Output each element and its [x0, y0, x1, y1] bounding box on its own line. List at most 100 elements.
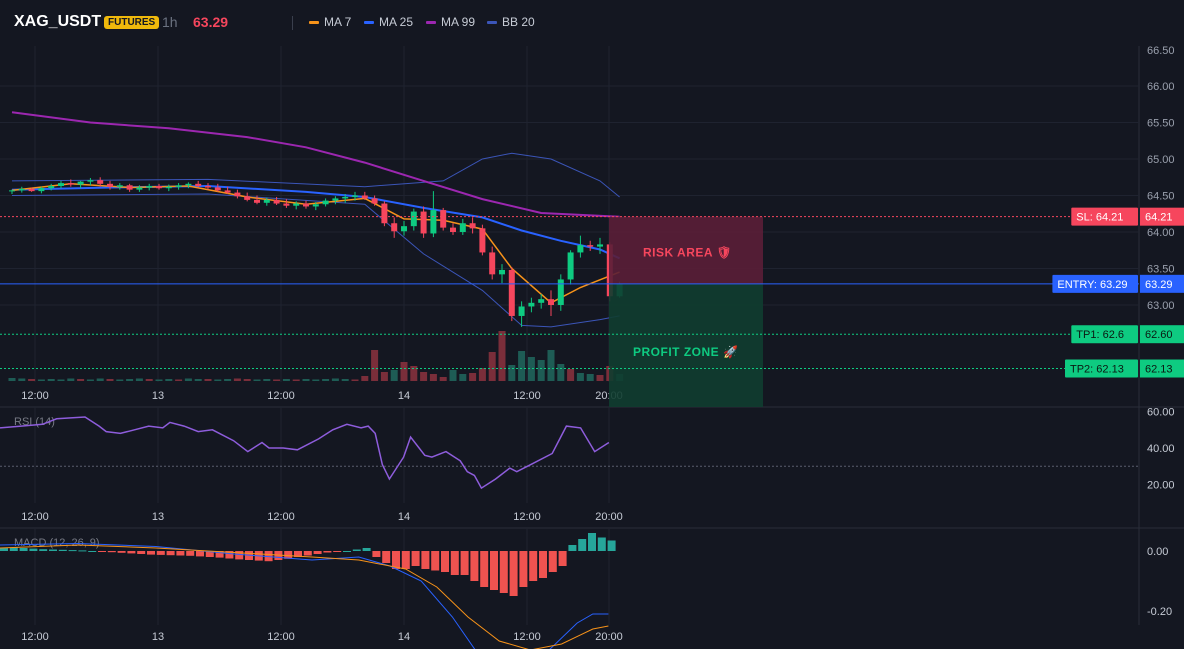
volume-bar [126, 379, 134, 381]
candle-up [401, 226, 407, 232]
volume-bar [233, 378, 241, 381]
time-axis-tick: 12:00 [267, 511, 295, 523]
time-axis-tick: 14 [398, 511, 410, 523]
macd-histogram-bar [392, 551, 400, 569]
legend-swatch-ma25 [364, 21, 374, 25]
volume-bar [429, 374, 437, 381]
level-tag-label: TP1: 62.6 [1076, 329, 1124, 341]
last-price: 63.29 [193, 14, 229, 30]
volume-bar [106, 379, 114, 381]
macd-histogram-bar [137, 551, 146, 554]
candle-down [273, 199, 280, 204]
macd-histogram-bar [499, 551, 508, 593]
rsi-panel [0, 407, 1139, 503]
macd-histogram-bar [548, 551, 557, 572]
volume-bar [596, 375, 604, 381]
legend-ma99[interactable]: MA 99 [426, 15, 475, 29]
axis-price-tag-label: 63.29 [1145, 279, 1173, 291]
candle-up [185, 183, 192, 186]
volume-bar [380, 372, 388, 381]
macd-histogram-bar [343, 551, 351, 552]
macd-histogram-bar [264, 551, 273, 562]
volume-bar [469, 373, 477, 381]
candle-down [205, 186, 211, 188]
price-axis-tick: 64.50 [1147, 191, 1175, 203]
candle-up [597, 244, 603, 247]
macd-histogram-bar [284, 551, 293, 559]
time-axis-tick: 12:00 [513, 631, 541, 643]
time-axis-tick: 14 [398, 631, 410, 643]
macd-histogram-bar [205, 551, 214, 557]
legend-ma25[interactable]: MA 25 [364, 15, 413, 29]
volume-bar [527, 357, 535, 381]
candle-down [489, 252, 496, 275]
axis-price-tag [1140, 274, 1184, 293]
time-axis-tick: 14 [398, 390, 410, 402]
price-axis-tick: 64.00 [1147, 227, 1175, 239]
volume-bar [449, 370, 457, 381]
volume-bar [567, 369, 575, 381]
rsi-axis-tick: 20.00 [1147, 480, 1175, 492]
macd-histogram-bar [9, 547, 18, 551]
volume-bar [292, 379, 300, 381]
macd-histogram-bar [313, 551, 322, 554]
macd-histogram-bar [597, 537, 606, 551]
volume-bar [547, 350, 555, 381]
candle-up [518, 306, 525, 316]
macd-histogram-bar [352, 549, 361, 551]
volume-bar [57, 379, 65, 381]
macd-histogram-bar [303, 551, 312, 556]
macd-histogram-bar [568, 545, 577, 551]
macd-histogram-bar [68, 550, 77, 552]
volume-bar [508, 365, 516, 381]
macd-histogram-bar [490, 551, 498, 590]
volume-bar [439, 377, 447, 381]
macd-histogram-bar [450, 551, 459, 575]
legend-ma7[interactable]: MA 7 [309, 15, 351, 29]
volume-bar [77, 379, 85, 381]
volume-bar [86, 379, 94, 381]
rsi-axis-tick: 60.00 [1147, 407, 1175, 419]
volume-bar [351, 379, 359, 381]
header-divider [292, 16, 293, 30]
volume-bar [155, 379, 163, 381]
candle-down [361, 195, 368, 199]
level-tag-label: ENTRY: 63.29 [1057, 279, 1127, 291]
volume-bar [488, 352, 496, 381]
macd-histogram-bar [29, 548, 38, 551]
candle-up [577, 245, 584, 253]
volume-bar [400, 362, 408, 381]
candle-up [116, 185, 123, 187]
candle-down [107, 183, 113, 187]
signal-line [0, 544, 609, 649]
candle-up [352, 195, 358, 197]
volume-bar [67, 378, 75, 381]
volume-bar [341, 379, 349, 381]
volume-bar [282, 379, 290, 381]
legend-bb20[interactable]: BB 20 [487, 15, 535, 29]
volume-bar [224, 379, 232, 381]
candle-down [391, 223, 398, 232]
time-axis-tick: 12:00 [513, 390, 541, 402]
rsi-line [0, 416, 610, 490]
volume-bar [518, 351, 526, 381]
macd-histogram-bar [147, 551, 155, 555]
candle-down [283, 203, 290, 206]
futures-badge: FUTURES [104, 16, 160, 29]
macd-histogram-bar [421, 551, 430, 569]
symbol-name[interactable]: XAG_USDT [14, 13, 102, 30]
time-axis-tick: 13 [152, 390, 164, 402]
macd-histogram-bar [588, 533, 596, 551]
volume-bar [194, 379, 202, 381]
candle-down [234, 192, 241, 197]
macd-histogram-bar [98, 551, 106, 552]
interval-label[interactable]: 1h [162, 14, 178, 30]
candle-up [165, 186, 172, 189]
candle-down [214, 187, 221, 191]
price-panel [0, 46, 1139, 407]
candle-down [469, 223, 476, 229]
risk-zone-label: RISK AREA 🛡 [643, 246, 732, 260]
candle-down [479, 228, 486, 253]
candle-up [322, 200, 329, 205]
